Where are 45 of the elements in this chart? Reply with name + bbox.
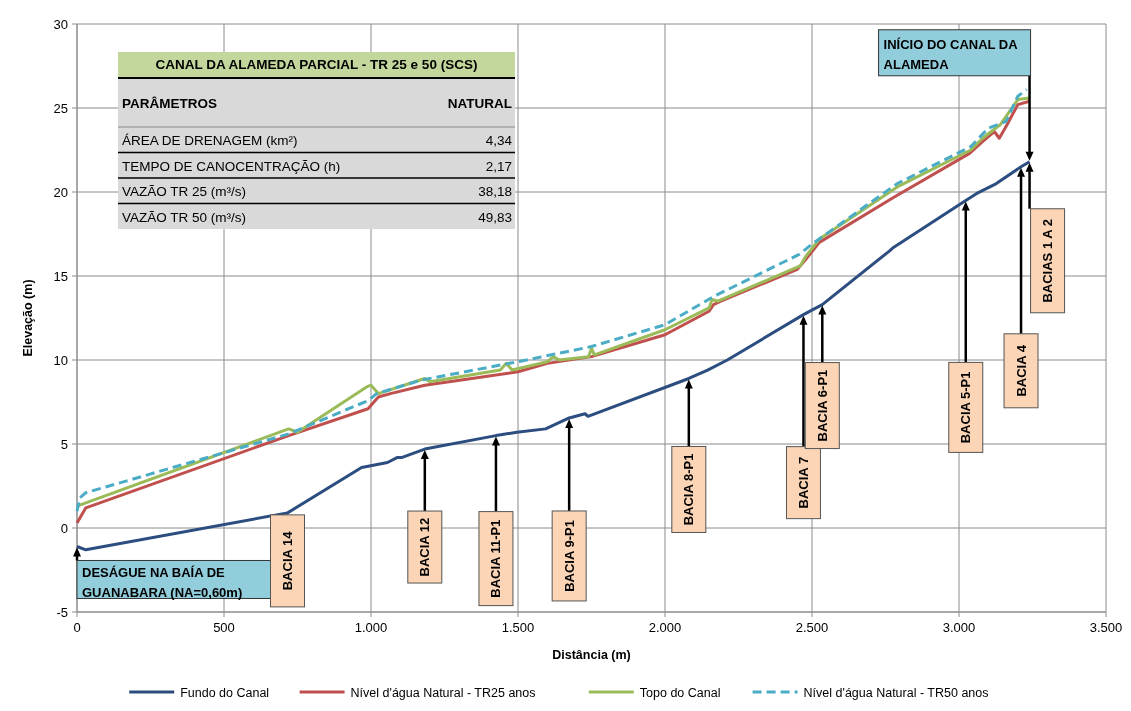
x-tick-label: 3.500 xyxy=(1089,620,1123,635)
x-tick-label: 1.000 xyxy=(354,620,388,635)
annotation: 2,17 xyxy=(485,158,512,174)
y-axis-title: Elevação (m) xyxy=(21,279,35,357)
annotation: INÍCIO DO CANAL DA ALAMEDA xyxy=(883,36,1019,72)
legend-label: Nível d'água Natural - TR50 anos xyxy=(803,685,989,700)
y-tick-label: 0 xyxy=(60,520,68,536)
x-tick-label: 0 xyxy=(73,620,81,635)
annotation: DESÁGUE NA BAÍA DE GUANABARA (NA=0,60m) xyxy=(82,565,243,601)
x-tick-label: 500 xyxy=(213,620,235,635)
y-tick-label: 25 xyxy=(53,100,68,116)
annotation: BACIA 9-P1 xyxy=(561,520,577,592)
annotation: ÁREA DE DRENAGEM (km²) xyxy=(122,133,298,148)
annotation: TEMPO DE CANOCENTRAÇÃO (h) xyxy=(122,158,341,174)
annotation: BACIA 4 xyxy=(1013,344,1029,397)
annotation: BACIA 5-P1 xyxy=(958,371,974,444)
annotation: BACIA 11-P1 xyxy=(488,519,504,598)
legend-label: Topo do Canal xyxy=(639,685,721,700)
annotation: BACIA 6-P1 xyxy=(814,369,830,442)
annotation: BACIA 8-P1 xyxy=(681,453,697,526)
annotation: BACIA 14 xyxy=(280,530,295,591)
annotation: CANAL DA ALAMEDA PARCIAL - TR 25 e 50 (SCS) xyxy=(155,57,478,72)
y-tick-label: 10 xyxy=(53,352,68,368)
y-tick-label: 20 xyxy=(53,184,68,200)
legend-label: Fundo do Canal xyxy=(180,685,270,700)
annotation: PARÂMETROS xyxy=(122,96,218,111)
x-tick-label: 2.000 xyxy=(648,620,682,635)
annotation: NATURAL xyxy=(447,96,512,111)
annotation: VAZÃO TR 50 (m³/s) xyxy=(122,209,247,225)
y-tick-label: 30 xyxy=(53,16,68,32)
x-axis-title: Distância (m) xyxy=(552,648,631,662)
annotation: 4,34 xyxy=(485,133,513,148)
y-tick-label: 5 xyxy=(60,436,68,452)
y-tick-label: -5 xyxy=(56,604,68,620)
legend-label: Nível d'água Natural - TR25 anos xyxy=(350,685,536,700)
annotation: BACIAS 1 A 2 xyxy=(1040,218,1056,303)
x-tick-label: 1.500 xyxy=(501,620,535,635)
annotation: 49,83 xyxy=(478,209,512,225)
annotation: BACIA 7 xyxy=(795,456,811,509)
x-tick-label: 3.000 xyxy=(942,620,976,635)
annotation: VAZÃO TR 25 (m³/s) xyxy=(122,184,247,199)
x-tick-label: 2.500 xyxy=(795,620,829,635)
annotation: 38,18 xyxy=(478,184,512,199)
annotation: BACIA 12 xyxy=(417,517,433,577)
y-tick-label: 15 xyxy=(53,268,68,284)
